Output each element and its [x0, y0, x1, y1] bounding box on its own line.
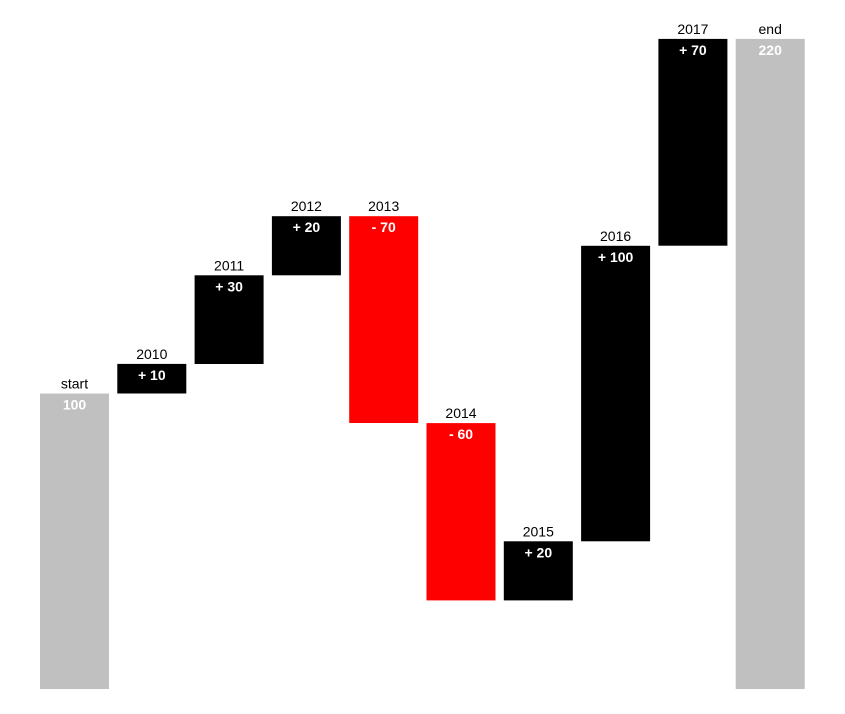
- category-label-2010: 2010: [136, 346, 167, 362]
- bar-2010: [117, 363, 187, 394]
- bar-end: [735, 38, 805, 689]
- category-label-2017: 2017: [677, 21, 708, 37]
- bar-2017: [658, 38, 728, 246]
- value-label-2013: - 70: [372, 219, 396, 235]
- bar-2011: [194, 275, 264, 364]
- value-label-2014: - 60: [449, 426, 473, 442]
- value-label-2011: + 30: [215, 278, 243, 294]
- value-label-2010: + 10: [138, 367, 166, 383]
- bar-start: [40, 393, 109, 689]
- value-label-2015: + 20: [524, 544, 552, 560]
- category-label-2013: 2013: [368, 198, 399, 214]
- category-label-2016: 2016: [600, 228, 631, 244]
- bar-2016: [581, 245, 651, 542]
- category-label-end: end: [759, 21, 782, 37]
- category-label-2012: 2012: [291, 198, 322, 214]
- value-label-2017: + 70: [679, 42, 707, 58]
- category-label-2011: 2011: [214, 257, 244, 273]
- value-label-2016: + 100: [598, 249, 634, 265]
- labels-group: start 100 2010 + 10 2011 + 30 2012 + 20 2013 - 70…: [61, 21, 782, 560]
- bars-group: [40, 38, 805, 689]
- category-label-start: start: [61, 376, 88, 392]
- value-label-2012: + 20: [293, 219, 321, 235]
- bar-2015: [503, 541, 573, 601]
- category-label-2014: 2014: [445, 405, 476, 421]
- category-label-2015: 2015: [523, 523, 554, 539]
- value-label-start: 100: [63, 397, 87, 413]
- bar-2013: [349, 216, 419, 423]
- value-label-end: 220: [759, 42, 783, 58]
- bar-2014: [426, 423, 496, 601]
- bar-2012: [271, 216, 341, 276]
